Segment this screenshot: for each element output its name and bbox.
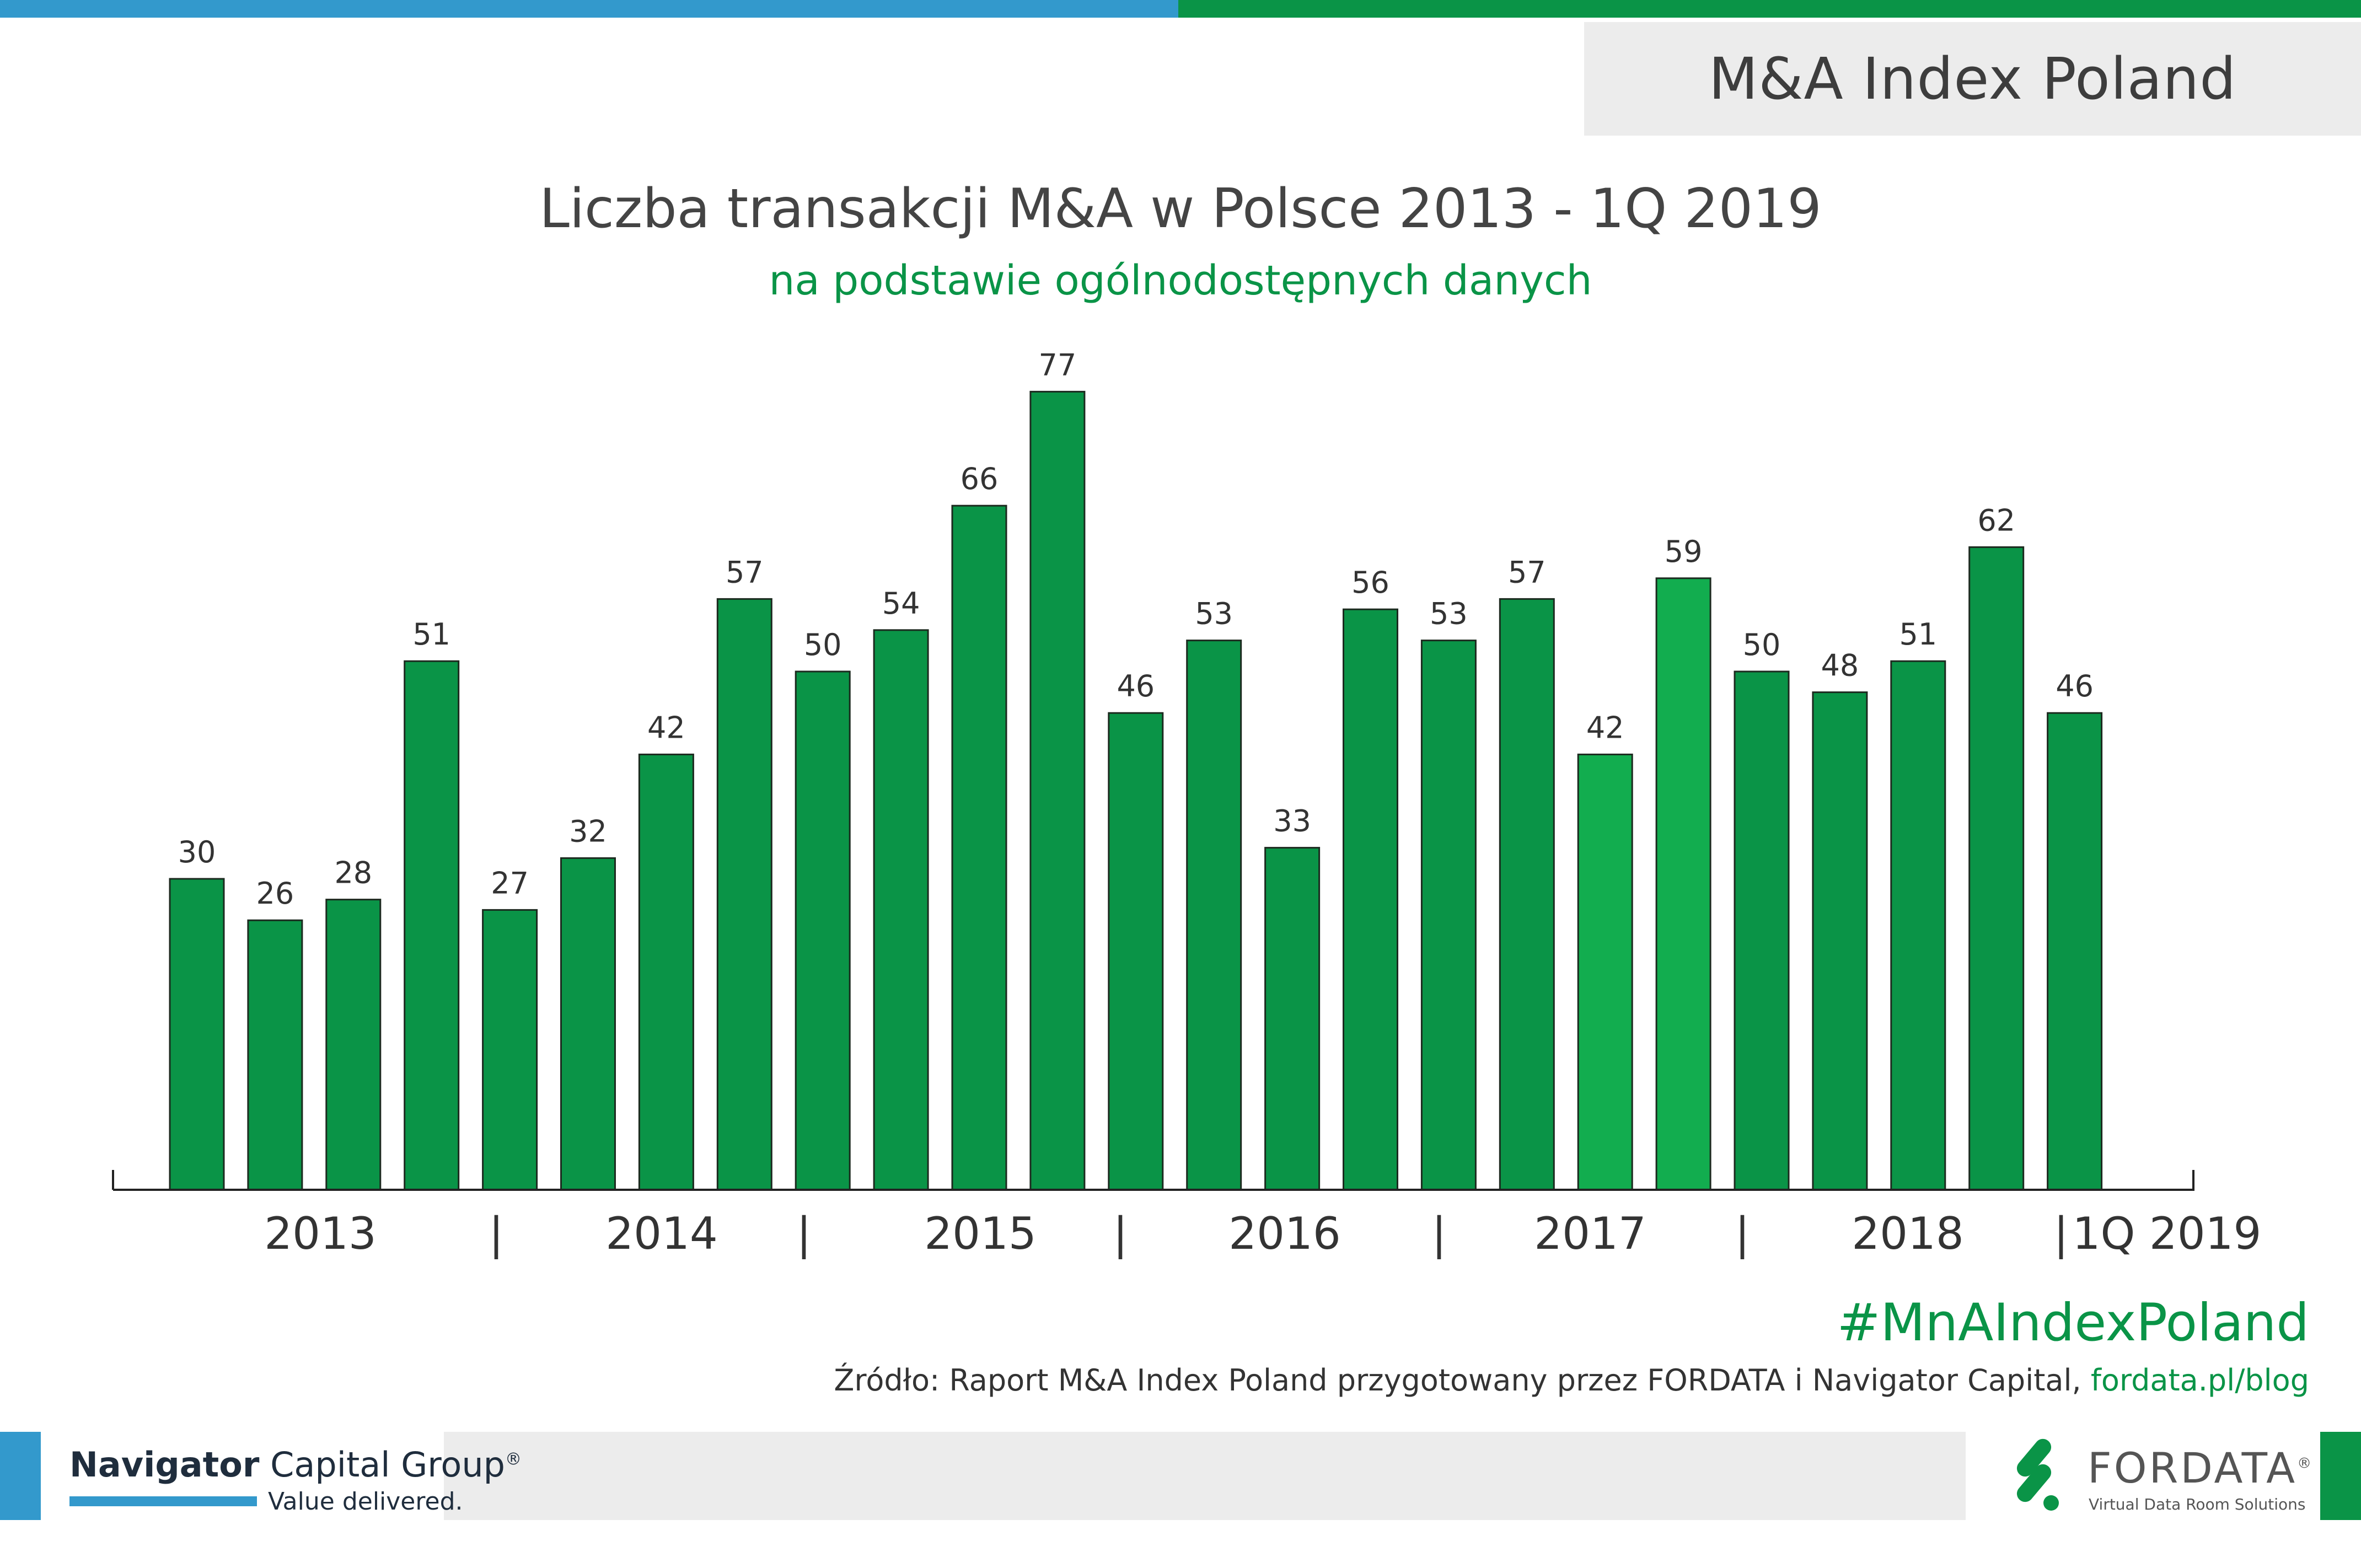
- fordata-logo-name: FORDATA: [2088, 1443, 2298, 1492]
- data-label: 53: [1430, 597, 1468, 631]
- footer-accent-green: [2320, 1432, 2361, 1520]
- bar: [1420, 640, 1477, 1191]
- bar: [1499, 598, 1555, 1191]
- fordata-logo-text: FORDATA®: [2088, 1443, 2314, 1492]
- chart-subtitle: na podstawie ogólnodostępnych danych: [769, 257, 1592, 304]
- bar: [1343, 608, 1398, 1191]
- bar: [2047, 712, 2103, 1191]
- data-label: 77: [1039, 347, 1077, 382]
- bar: [716, 598, 772, 1191]
- bar-chart: 30 26 28 51 27 32 42 57 50 54 66 77 46 53 33 56 53 57 42 59…: [112, 347, 2262, 1260]
- data-label: 27: [491, 866, 529, 900]
- data-label: 46: [2056, 669, 2094, 704]
- source-link[interactable]: fordata.pl/blog: [2090, 1363, 2309, 1398]
- group-separator: |: [1432, 1208, 1447, 1260]
- bar: [404, 660, 460, 1191]
- group-label: 2014: [605, 1208, 718, 1259]
- navigator-logo-text: Navigator Capital Group®: [69, 1445, 522, 1485]
- data-label: 48: [1821, 648, 1859, 683]
- bar: [247, 919, 303, 1191]
- data-label: 28: [334, 856, 372, 890]
- data-label: 57: [726, 555, 764, 589]
- header-banner: M&A Index Poland: [1584, 22, 2361, 136]
- top-accent-bar-blue: [0, 0, 1178, 18]
- data-label: 50: [1743, 627, 1781, 662]
- bar: [1655, 577, 1711, 1191]
- data-label: 33: [1273, 804, 1311, 839]
- group-separator: |: [2054, 1208, 2069, 1260]
- data-label: 56: [1351, 565, 1389, 600]
- fordata-tagline: Virtual Data Room Solutions: [2089, 1495, 2306, 1513]
- fordata-logo: FORDATA® Virtual Data Room Solutions: [2005, 1433, 2314, 1522]
- footer-strip: [444, 1432, 1966, 1520]
- bar: [1734, 670, 1790, 1191]
- navigator-logo-reg: ®: [505, 1449, 522, 1469]
- bar: [1968, 546, 2025, 1191]
- hashtag: #MnAIndexPoland: [1837, 1293, 2309, 1353]
- source-note: Źródło: Raport M&A Index Poland przygoto…: [834, 1363, 2309, 1398]
- data-label: 57: [1508, 555, 1546, 589]
- fordata-logo-reg: ®: [2297, 1455, 2314, 1472]
- bar: [1029, 390, 1086, 1191]
- data-label: 51: [1899, 617, 1937, 652]
- group-label: 2013: [264, 1208, 377, 1259]
- navigator-capital-logo: Navigator Capital Group® Value delivered…: [69, 1445, 522, 1516]
- data-label: 30: [178, 835, 216, 869]
- bar: [873, 629, 929, 1191]
- chart-title: Liczba transakcji M&A w Polsce 2013 - 1Q…: [539, 178, 1822, 240]
- bar: [638, 753, 694, 1191]
- group-separator: |: [797, 1208, 812, 1260]
- fordata-logo-icon: [2016, 1438, 2059, 1511]
- data-label: 53: [1195, 597, 1233, 631]
- group-label: 2017: [1534, 1208, 1646, 1259]
- bar: [482, 909, 538, 1191]
- data-label: 54: [882, 586, 920, 621]
- bar: [1890, 660, 1946, 1191]
- navigator-logo-bold: Navigator: [69, 1445, 260, 1485]
- data-label: 50: [804, 627, 842, 662]
- data-label: 42: [1586, 710, 1624, 745]
- data-label: 51: [412, 617, 450, 652]
- data-label: 62: [1977, 503, 2015, 538]
- group-separator: |: [1113, 1208, 1128, 1260]
- data-label: 46: [1117, 669, 1155, 704]
- bar: [1108, 712, 1164, 1191]
- footer-accent-blue: [0, 1432, 41, 1520]
- navigator-logo-bar: [69, 1496, 257, 1506]
- bar: [1577, 753, 1633, 1191]
- group-separator: |: [1735, 1208, 1750, 1260]
- group-label: 2018: [1852, 1208, 1964, 1259]
- data-label: 26: [256, 876, 294, 911]
- top-accent-bar-green: [1178, 0, 2361, 18]
- bar: [325, 899, 382, 1191]
- bar: [951, 504, 1007, 1191]
- data-label: 32: [569, 814, 607, 849]
- data-label: 42: [647, 710, 685, 745]
- bar: [1812, 691, 1868, 1191]
- bar: [1264, 847, 1321, 1191]
- data-label: 66: [961, 461, 999, 496]
- source-text: Źródło: Raport M&A Index Poland przygoto…: [834, 1363, 2091, 1398]
- group-label: 2016: [1228, 1208, 1341, 1259]
- bar: [795, 670, 851, 1191]
- bar: [560, 857, 616, 1191]
- group-label: 1Q 2019: [2073, 1208, 2262, 1259]
- header-title: M&A Index Poland: [1708, 45, 2237, 112]
- navigator-logo-rest: Capital Group: [259, 1445, 505, 1485]
- group-separator: |: [489, 1208, 504, 1260]
- group-label: 2015: [924, 1208, 1037, 1259]
- bar: [1186, 640, 1242, 1191]
- navigator-tagline: Value delivered.: [268, 1488, 463, 1516]
- bar: [169, 878, 225, 1191]
- data-label: 59: [1665, 534, 1703, 569]
